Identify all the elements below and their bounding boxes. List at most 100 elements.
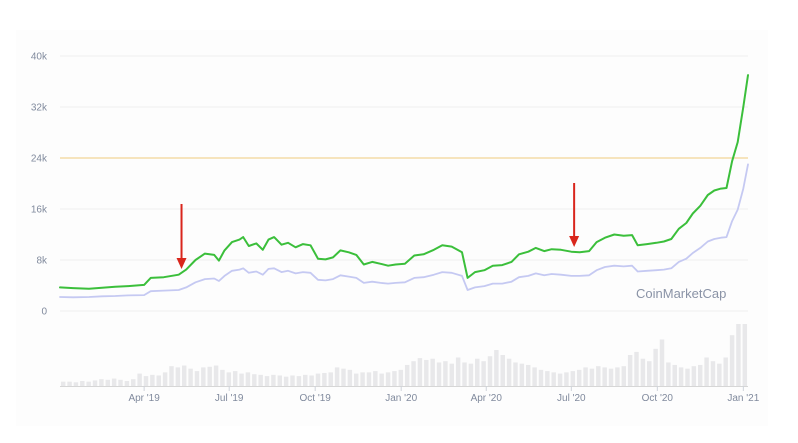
volume-bar: [264, 376, 270, 386]
volume-bar: [449, 363, 455, 386]
volume-bar: [615, 367, 620, 386]
volume-bar: [589, 368, 595, 386]
volume-bar: [226, 372, 232, 386]
volume-bar: [513, 362, 518, 386]
x-tick-label: Oct '20: [642, 393, 674, 404]
volume-bar: [181, 365, 187, 386]
volume-bar: [213, 365, 219, 386]
volume-bar: [156, 375, 161, 386]
volume-bar: [475, 358, 480, 386]
volume-bar: [309, 375, 314, 386]
x-tick-label: Jul '19: [215, 393, 244, 404]
volume-bar: [704, 357, 709, 386]
volume-bar: [717, 363, 722, 386]
volume-bar: [124, 381, 130, 386]
y-tick-label: 24k: [31, 154, 48, 165]
volume-bar: [602, 367, 607, 386]
volume-bar: [640, 358, 646, 386]
volume-bar: [742, 324, 748, 386]
volume-bar: [545, 371, 550, 386]
volume-bar: [576, 369, 582, 386]
volume-bar: [443, 361, 448, 386]
volume-bar: [99, 379, 104, 386]
volume-bar: [271, 374, 276, 386]
series-line-0: [59, 74, 749, 290]
volume-bar: [653, 348, 658, 386]
volume-bar: [697, 364, 703, 386]
volume-bar: [538, 369, 544, 386]
volume-bar: [557, 373, 563, 386]
volume-bar: [647, 361, 652, 386]
volume-bar: [494, 350, 499, 386]
volume-bar: [347, 369, 353, 386]
volume-bar: [73, 382, 79, 386]
volume-bar: [672, 364, 677, 386]
volume-bar: [105, 379, 111, 386]
volume-bar: [487, 356, 493, 386]
volume-bar: [424, 359, 429, 386]
volume-bar: [481, 361, 486, 386]
volume-bar: [290, 375, 295, 386]
volume-bar: [360, 372, 365, 386]
volume-bar: [468, 363, 474, 386]
volume-bar: [111, 378, 117, 386]
volume-bar: [67, 381, 72, 386]
volume-bar: [239, 373, 244, 386]
volume-bar: [736, 324, 741, 386]
volume-bar: [436, 362, 442, 386]
x-axis-ticks: Apr '19 Jul '19 Oct '19 Jan '20 Apr '20 Jul '…: [128, 386, 760, 404]
volume-bar: [277, 375, 283, 386]
volume-bar: [232, 371, 238, 386]
volume-bar: [373, 371, 378, 386]
volume-bar: [283, 376, 289, 386]
volume-bar: [366, 372, 372, 386]
x-tick-label: Apr '19: [128, 393, 160, 404]
volume-bar: [80, 381, 85, 386]
volume-bars: [60, 324, 748, 387]
volume-bar: [207, 366, 212, 386]
volume-bar: [564, 372, 569, 386]
volume-bar: [666, 362, 671, 386]
volume-bar: [608, 368, 614, 386]
volume-bar: [353, 373, 359, 386]
volume-bar: [252, 374, 257, 386]
x-tick-label: Jul '20: [557, 393, 586, 404]
volume-bar: [220, 369, 225, 386]
volume-bar: [341, 368, 346, 386]
volume-bar: [417, 358, 423, 386]
volume-bar: [162, 372, 168, 386]
volume-bar: [131, 379, 136, 386]
y-tick-label: 16k: [31, 205, 48, 216]
volume-bar: [519, 363, 525, 386]
volume-bar: [86, 381, 91, 386]
volume-bar: [691, 366, 697, 386]
arrow-head: [176, 258, 187, 269]
volume-bar: [188, 368, 193, 386]
volume-bar: [303, 374, 308, 386]
volume-bar: [201, 367, 206, 386]
volume-bar: [455, 357, 461, 386]
volume-bar: [245, 372, 251, 386]
x-tick-label: Jan '21: [727, 393, 759, 404]
volume-bar: [315, 373, 321, 386]
volume-bar: [258, 374, 263, 386]
series-line-1: [59, 163, 749, 299]
volume-bar: [169, 366, 174, 386]
volume-bar: [525, 364, 531, 386]
y-tick-label: 32k: [31, 103, 48, 114]
y-tick-label: 0: [41, 307, 47, 318]
volume-bar: [627, 355, 633, 386]
volume-bar: [621, 366, 627, 386]
volume-bar: [583, 367, 588, 386]
y-axis-ticks: 40k 32k 24k 16k 8k 0: [31, 52, 48, 318]
volume-bar: [334, 367, 340, 386]
volume-bar: [506, 358, 512, 386]
y-tick-label: 40k: [31, 52, 48, 63]
volume-bar: [60, 381, 66, 386]
volume-bar: [404, 364, 410, 386]
volume-bar: [194, 371, 200, 386]
volume-bar: [710, 361, 716, 386]
volume-bar: [462, 362, 467, 386]
